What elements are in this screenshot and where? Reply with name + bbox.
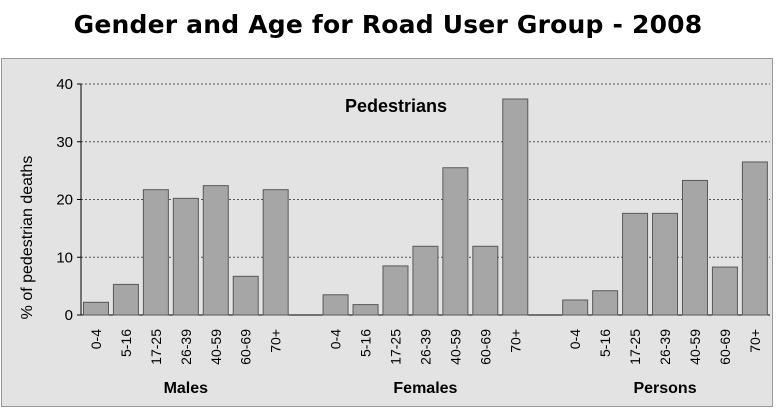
x-tick-label-persons-0-4: 0-4 xyxy=(567,329,583,349)
y-tick-label-20: 20 xyxy=(56,192,73,209)
bar-females-40-59 xyxy=(442,167,469,316)
bar-females-70+ xyxy=(502,98,529,316)
x-tick-label-females-60-69: 60-69 xyxy=(477,329,493,365)
x-tick-label-persons-40-59: 40-59 xyxy=(687,329,703,365)
group-label-males: Males xyxy=(164,380,209,397)
x-tick-label-males-60-69: 60-69 xyxy=(238,329,254,365)
bar-chart: 0 10 20 30 40 0-4 5-16 17-25 26-39 40-59 60-69 70+ M… xyxy=(19,76,770,397)
x-tick-label-females-5-16: 5-16 xyxy=(358,329,374,357)
bar-persons-17-25 xyxy=(622,212,649,316)
y-tick-label-40: 40 xyxy=(56,76,73,93)
bar-females-5-16 xyxy=(352,304,379,316)
x-tick-label-males-70+: 70+ xyxy=(268,329,284,353)
x-tick-label-persons-26-39: 26-39 xyxy=(657,329,673,365)
chart-frame: 0 10 20 30 40 0-4 5-16 17-25 26-39 40-59 60-69 70+ M… xyxy=(1,58,773,407)
bar-males-40-59 xyxy=(202,185,229,316)
y-tick-label-10: 10 xyxy=(56,249,73,266)
y-tick-label-0: 0 xyxy=(65,307,73,324)
y-axis-title: % of pedestrian deaths xyxy=(19,156,36,320)
x-tick-label-females-26-39: 26-39 xyxy=(417,329,433,365)
x-tick-label-persons-5-16: 5-16 xyxy=(597,329,613,357)
bar-persons-40-59 xyxy=(681,179,708,316)
bar-persons-26-39 xyxy=(652,212,679,316)
chart-title: Gender and Age for Road User Group - 200… xyxy=(73,10,703,39)
group-label-persons: Persons xyxy=(633,380,696,397)
group-label-females: Females xyxy=(393,380,457,397)
y-tick-label-30: 30 xyxy=(56,134,73,151)
bar-males-26-39 xyxy=(172,197,199,316)
x-tick-label-males-17-25: 17-25 xyxy=(148,329,164,365)
bar-persons-70+ xyxy=(741,161,768,316)
x-tick-label-females-17-25: 17-25 xyxy=(387,329,403,365)
x-tick-label-males-26-39: 26-39 xyxy=(178,329,194,365)
bar-males-17-25 xyxy=(142,189,169,316)
bar-persons-60-69 xyxy=(711,266,738,316)
bar-females-26-39 xyxy=(412,245,439,316)
bar-males-60-69 xyxy=(232,275,259,316)
x-tick-label-males-5-16: 5-16 xyxy=(118,329,134,357)
bar-females-0-4 xyxy=(322,294,349,316)
bar-persons-0-4 xyxy=(562,299,589,316)
x-tick-label-males-40-59: 40-59 xyxy=(208,329,224,365)
x-tick-label-females-40-59: 40-59 xyxy=(447,329,463,365)
x-tick-label-persons-17-25: 17-25 xyxy=(627,329,643,365)
bar-persons-5-16 xyxy=(592,290,619,316)
bar-males-70+ xyxy=(262,189,289,316)
bar-females-17-25 xyxy=(382,265,409,316)
x-tick-label-males-0-4: 0-4 xyxy=(88,329,104,349)
bar-females-60-69 xyxy=(472,245,499,316)
chart-subtitle: Pedestrians xyxy=(345,96,447,116)
bar-males-5-16 xyxy=(112,283,139,316)
x-tick-label-persons-60-69: 60-69 xyxy=(717,329,733,365)
x-tick-label-females-0-4: 0-4 xyxy=(328,329,344,349)
x-tick-label-females-70+: 70+ xyxy=(507,329,523,353)
bar-males-0-4 xyxy=(82,301,109,316)
x-tick-label-persons-70+: 70+ xyxy=(747,329,763,353)
